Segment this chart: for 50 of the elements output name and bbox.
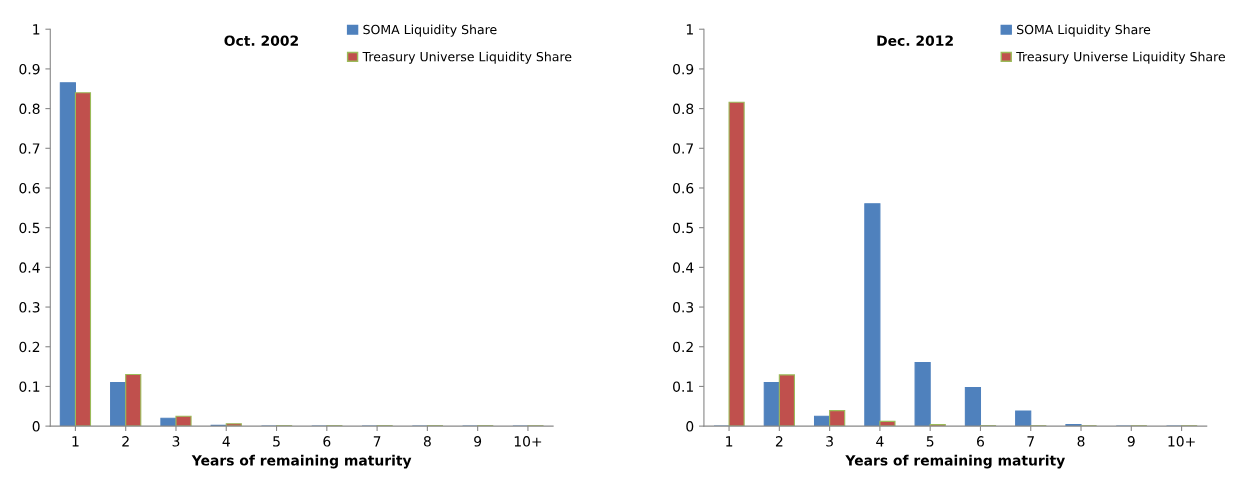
x-tick-label: 9: [1127, 436, 1135, 447]
y-tick-label: 0.6: [19, 182, 40, 194]
x-tick-label: 5: [273, 436, 280, 447]
legend-label: SOMA Liquidity Share: [363, 24, 497, 37]
y-tick-label: 0.7: [673, 143, 694, 154]
y-tick-label: 0.9: [673, 63, 694, 75]
y-tick-label: 0.3: [19, 302, 40, 313]
y-tick-label: 0.4: [673, 262, 694, 273]
y-tick-label: 0.9: [19, 63, 40, 75]
legend-label: Treasury Universe Liquidity Share: [362, 51, 572, 64]
y-tick-label: 0.2: [19, 341, 40, 353]
y-tick-label: 0.3: [673, 302, 694, 313]
y-tick-label: 0.1: [673, 381, 693, 392]
x-tick-label: 10+: [1168, 436, 1195, 447]
y-tick-label: 0.6: [673, 182, 694, 194]
x-tick-label: 9: [474, 436, 482, 447]
y-tick-label: 0.7: [19, 143, 40, 154]
chart-title: Oct. 2002: [224, 35, 298, 46]
x-axis-title: Years of remaining maturity: [845, 454, 1065, 469]
x-tick-label: 4: [876, 436, 884, 447]
legend-label: Treasury Universe Liquidity Share: [1016, 51, 1225, 64]
y-tick-label: 0: [686, 421, 694, 432]
x-tick-label: 3: [826, 436, 833, 447]
legend-label: SOMA Liquidity Share: [1017, 24, 1151, 37]
x-tick-label: 7: [1027, 436, 1034, 447]
y-tick-label: 0.4: [19, 262, 40, 273]
y-tick-label: 1: [686, 24, 693, 35]
x-tick-label: 2: [775, 436, 783, 447]
y-tick-label: 0.8: [673, 103, 694, 115]
y-tick-label: 0.5: [19, 222, 40, 234]
x-tick-label: 1: [726, 436, 733, 447]
y-tick-label: 0.8: [19, 103, 40, 115]
x-tick-label: 1: [72, 436, 79, 447]
y-tick-label: 0.5: [673, 222, 693, 234]
x-tick-label: 2: [122, 436, 129, 447]
x-tick-label: 8: [423, 436, 431, 447]
x-tick-label: 3: [172, 436, 180, 447]
chart-title: Dec. 2012: [877, 35, 953, 46]
x-tick-label: 7: [373, 436, 381, 447]
x-axis-title: Years of remaining maturity: [191, 454, 412, 469]
y-tick-label: 0.1: [19, 381, 40, 392]
y-tick-label: 0.2: [673, 341, 693, 353]
x-tick-label: 10+: [514, 436, 542, 447]
x-tick-label: 5: [926, 436, 934, 447]
x-tick-label: 6: [977, 436, 984, 447]
x-tick-label: 8: [1077, 436, 1085, 447]
x-tick-label: 4: [222, 436, 230, 447]
y-tick-label: 1: [33, 24, 40, 35]
x-tick-label: 6: [323, 436, 331, 447]
y-tick-label: 0: [32, 421, 40, 432]
